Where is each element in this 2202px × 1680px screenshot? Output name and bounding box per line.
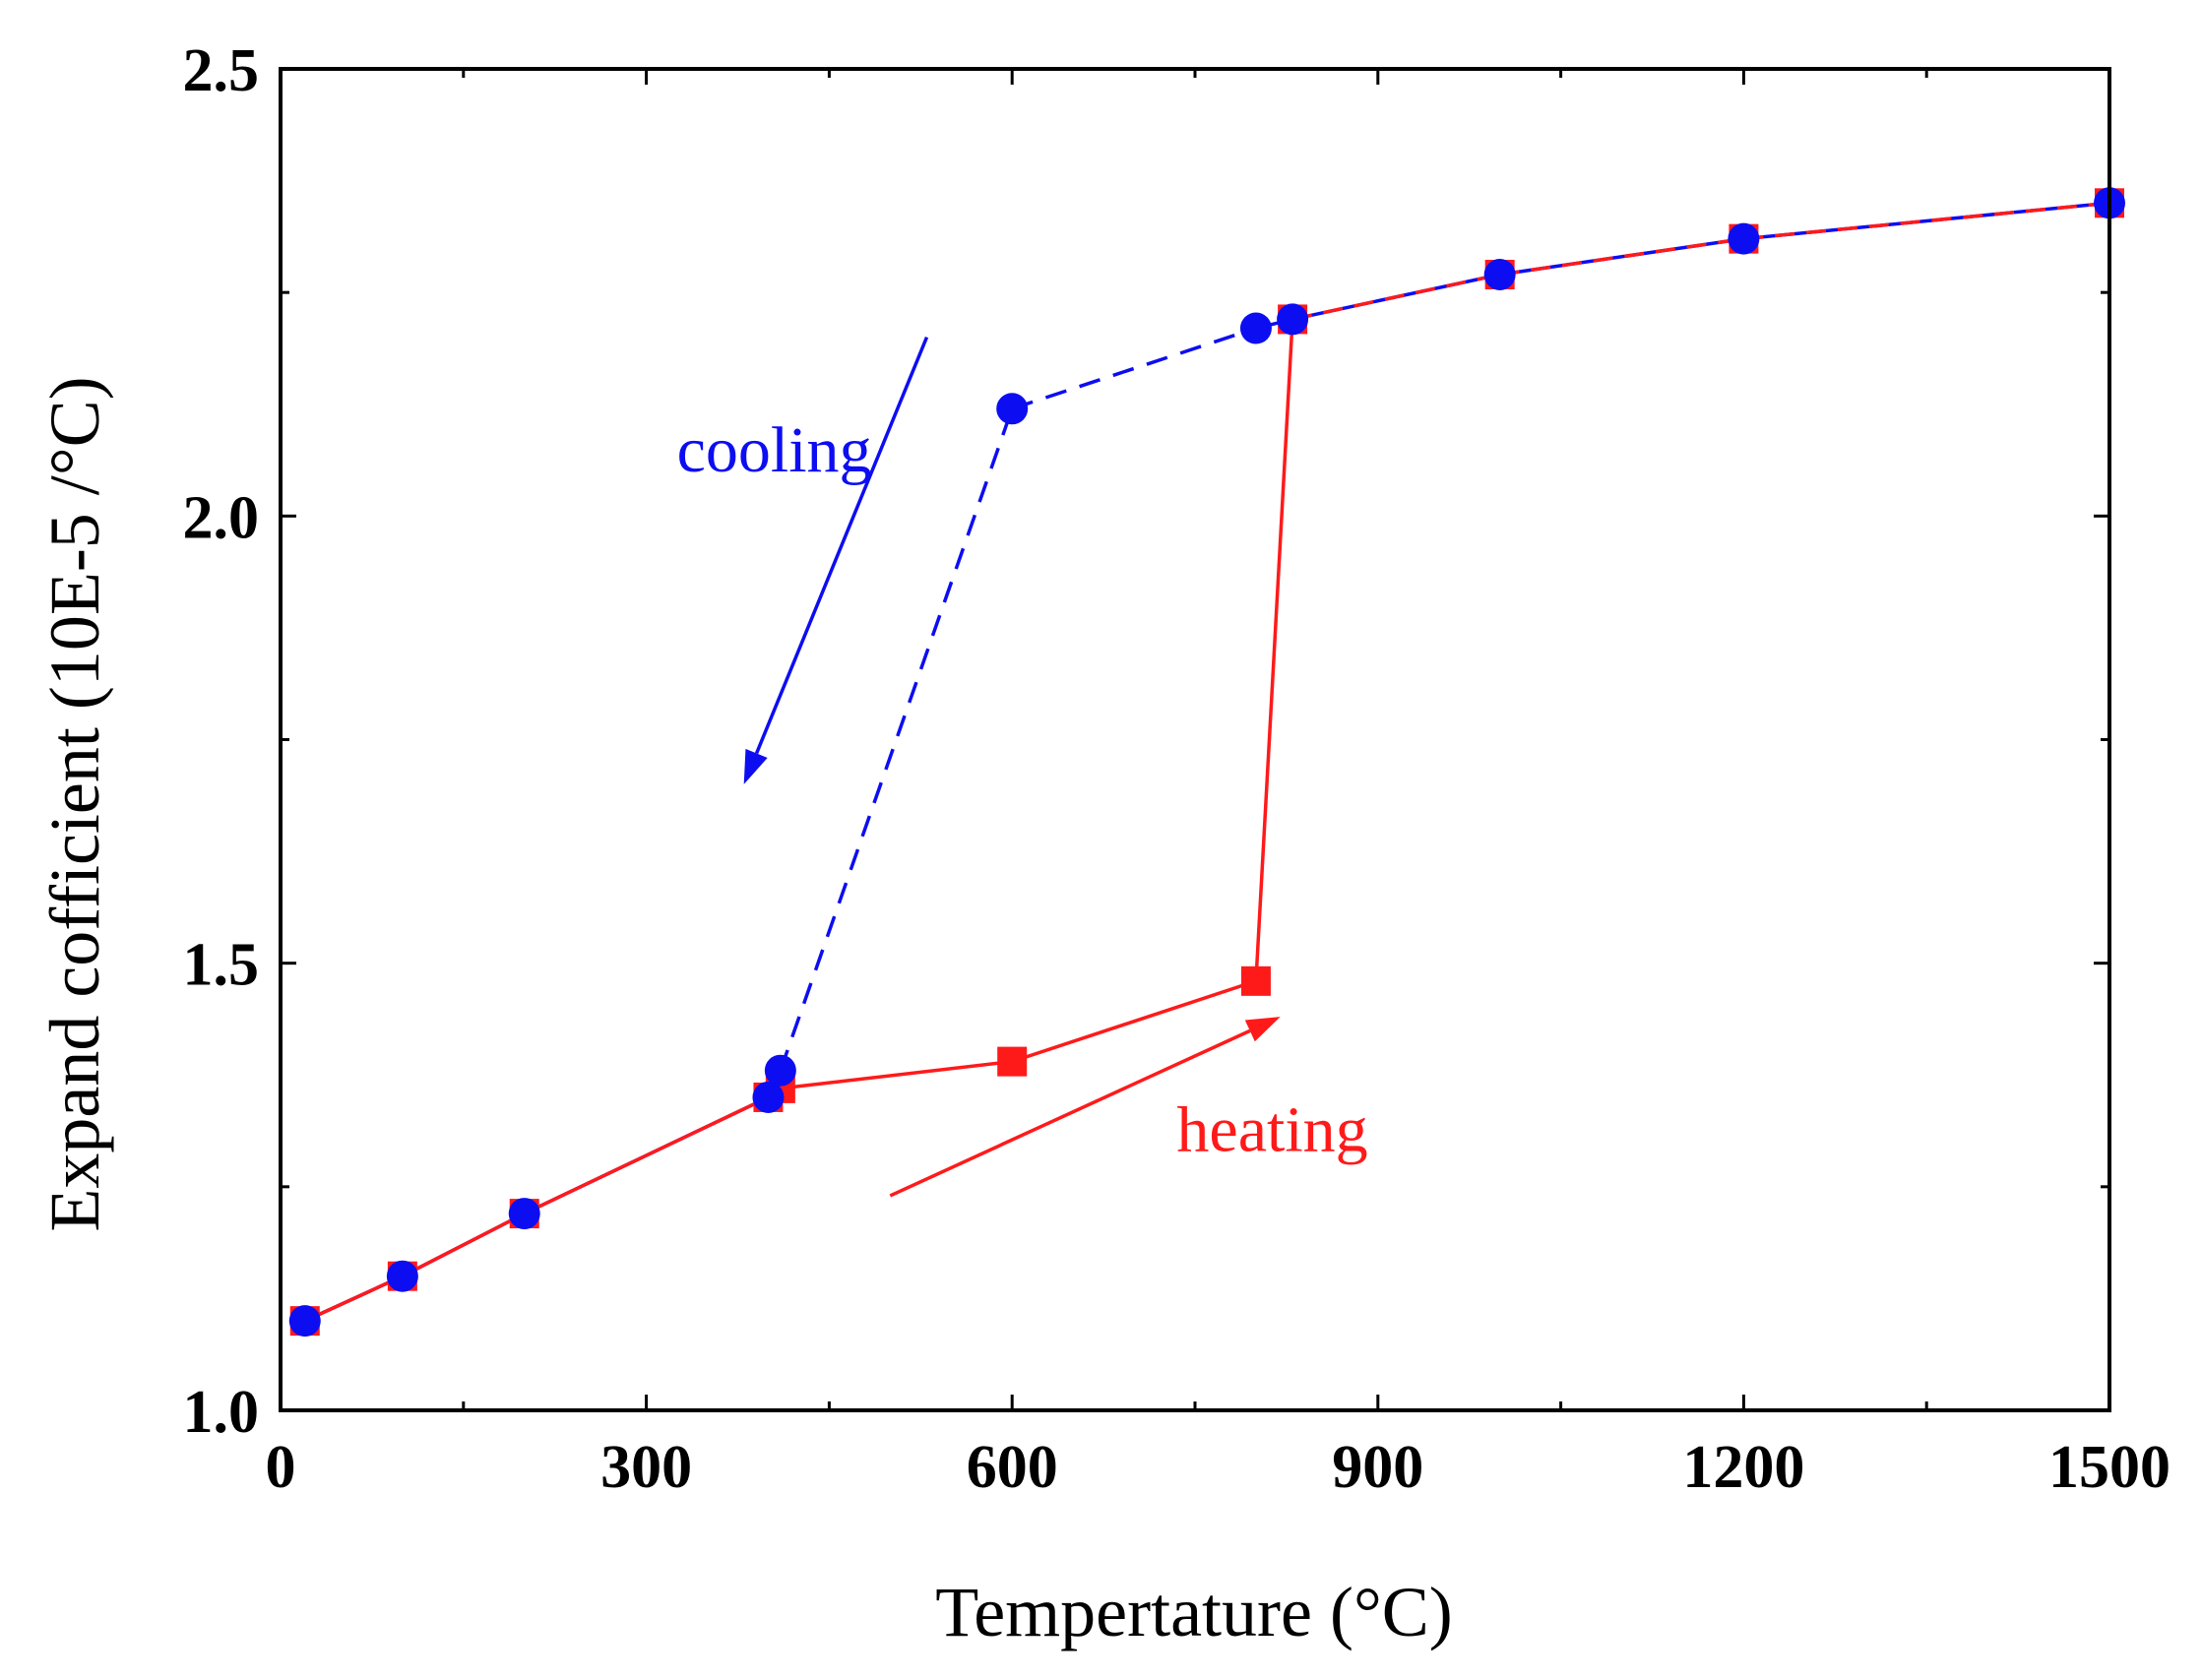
heating-line-segment [780, 1059, 1013, 1090]
x-tick-label: 300 [600, 1434, 692, 1501]
heating-point [997, 1046, 1028, 1077]
heating-arrow-shaft [889, 1028, 1251, 1198]
cooling-line-segment-dashed [1011, 326, 1257, 410]
cooling-line-segment [1743, 201, 2110, 241]
series-markers [288, 187, 2125, 1338]
cooling-line-segment-dashed [779, 407, 1014, 1072]
cooling-arrow-head [743, 748, 768, 784]
annotation-heating-label: heating [1176, 1093, 1367, 1165]
cooling-point [288, 1305, 321, 1338]
axes [279, 67, 2111, 1412]
heating-line-segment [304, 1275, 404, 1323]
cooling-point [1239, 312, 1272, 344]
cooling-point [1483, 258, 1516, 290]
cooling-point [764, 1054, 796, 1087]
cooling-point [996, 393, 1029, 425]
heating-line-segment [402, 1212, 526, 1278]
y-tick-label: 1.5 [183, 932, 260, 999]
x-tick-label: 1200 [1682, 1434, 1804, 1501]
x-tick-label: 600 [967, 1434, 1058, 1501]
y-tick-label: 2.0 [183, 484, 260, 551]
y-tick-label: 1.0 [183, 1379, 260, 1446]
heating-arrow-head [1244, 1017, 1281, 1042]
annotations: cooling heating [677, 336, 1368, 1198]
y-tick-label: 2.5 [183, 37, 260, 104]
heating-line-segment [523, 1095, 770, 1215]
x-tick-label: 1500 [2048, 1434, 2171, 1501]
plot-frame [279, 67, 2111, 1412]
cooling-point [1277, 303, 1309, 336]
cooling-point [1728, 222, 1760, 255]
x-tick-label: 900 [1332, 1434, 1423, 1501]
x-axis-title: Tempertature (°C) [935, 1573, 1453, 1651]
cooling-point [386, 1260, 418, 1292]
heating-line-segment [1011, 979, 1257, 1064]
cooling-point [508, 1198, 540, 1230]
cooling-point [752, 1081, 785, 1113]
heating-line-segment [1291, 273, 1501, 322]
heating-point [1240, 965, 1271, 996]
heating-line-segment [1499, 236, 1744, 277]
cooling-arrow-shaft [754, 336, 929, 755]
y-axis-title: Expand cofficient (10E-5 /°C) [35, 376, 114, 1231]
x-tick-label: 0 [266, 1434, 296, 1501]
tick-labels: 0 300 600 900 1200 1500 1.0 1.5 2.0 2.5 [183, 37, 2171, 1501]
annotation-cooling-label: cooling [677, 414, 872, 486]
heating-line-segment [1254, 319, 1294, 981]
